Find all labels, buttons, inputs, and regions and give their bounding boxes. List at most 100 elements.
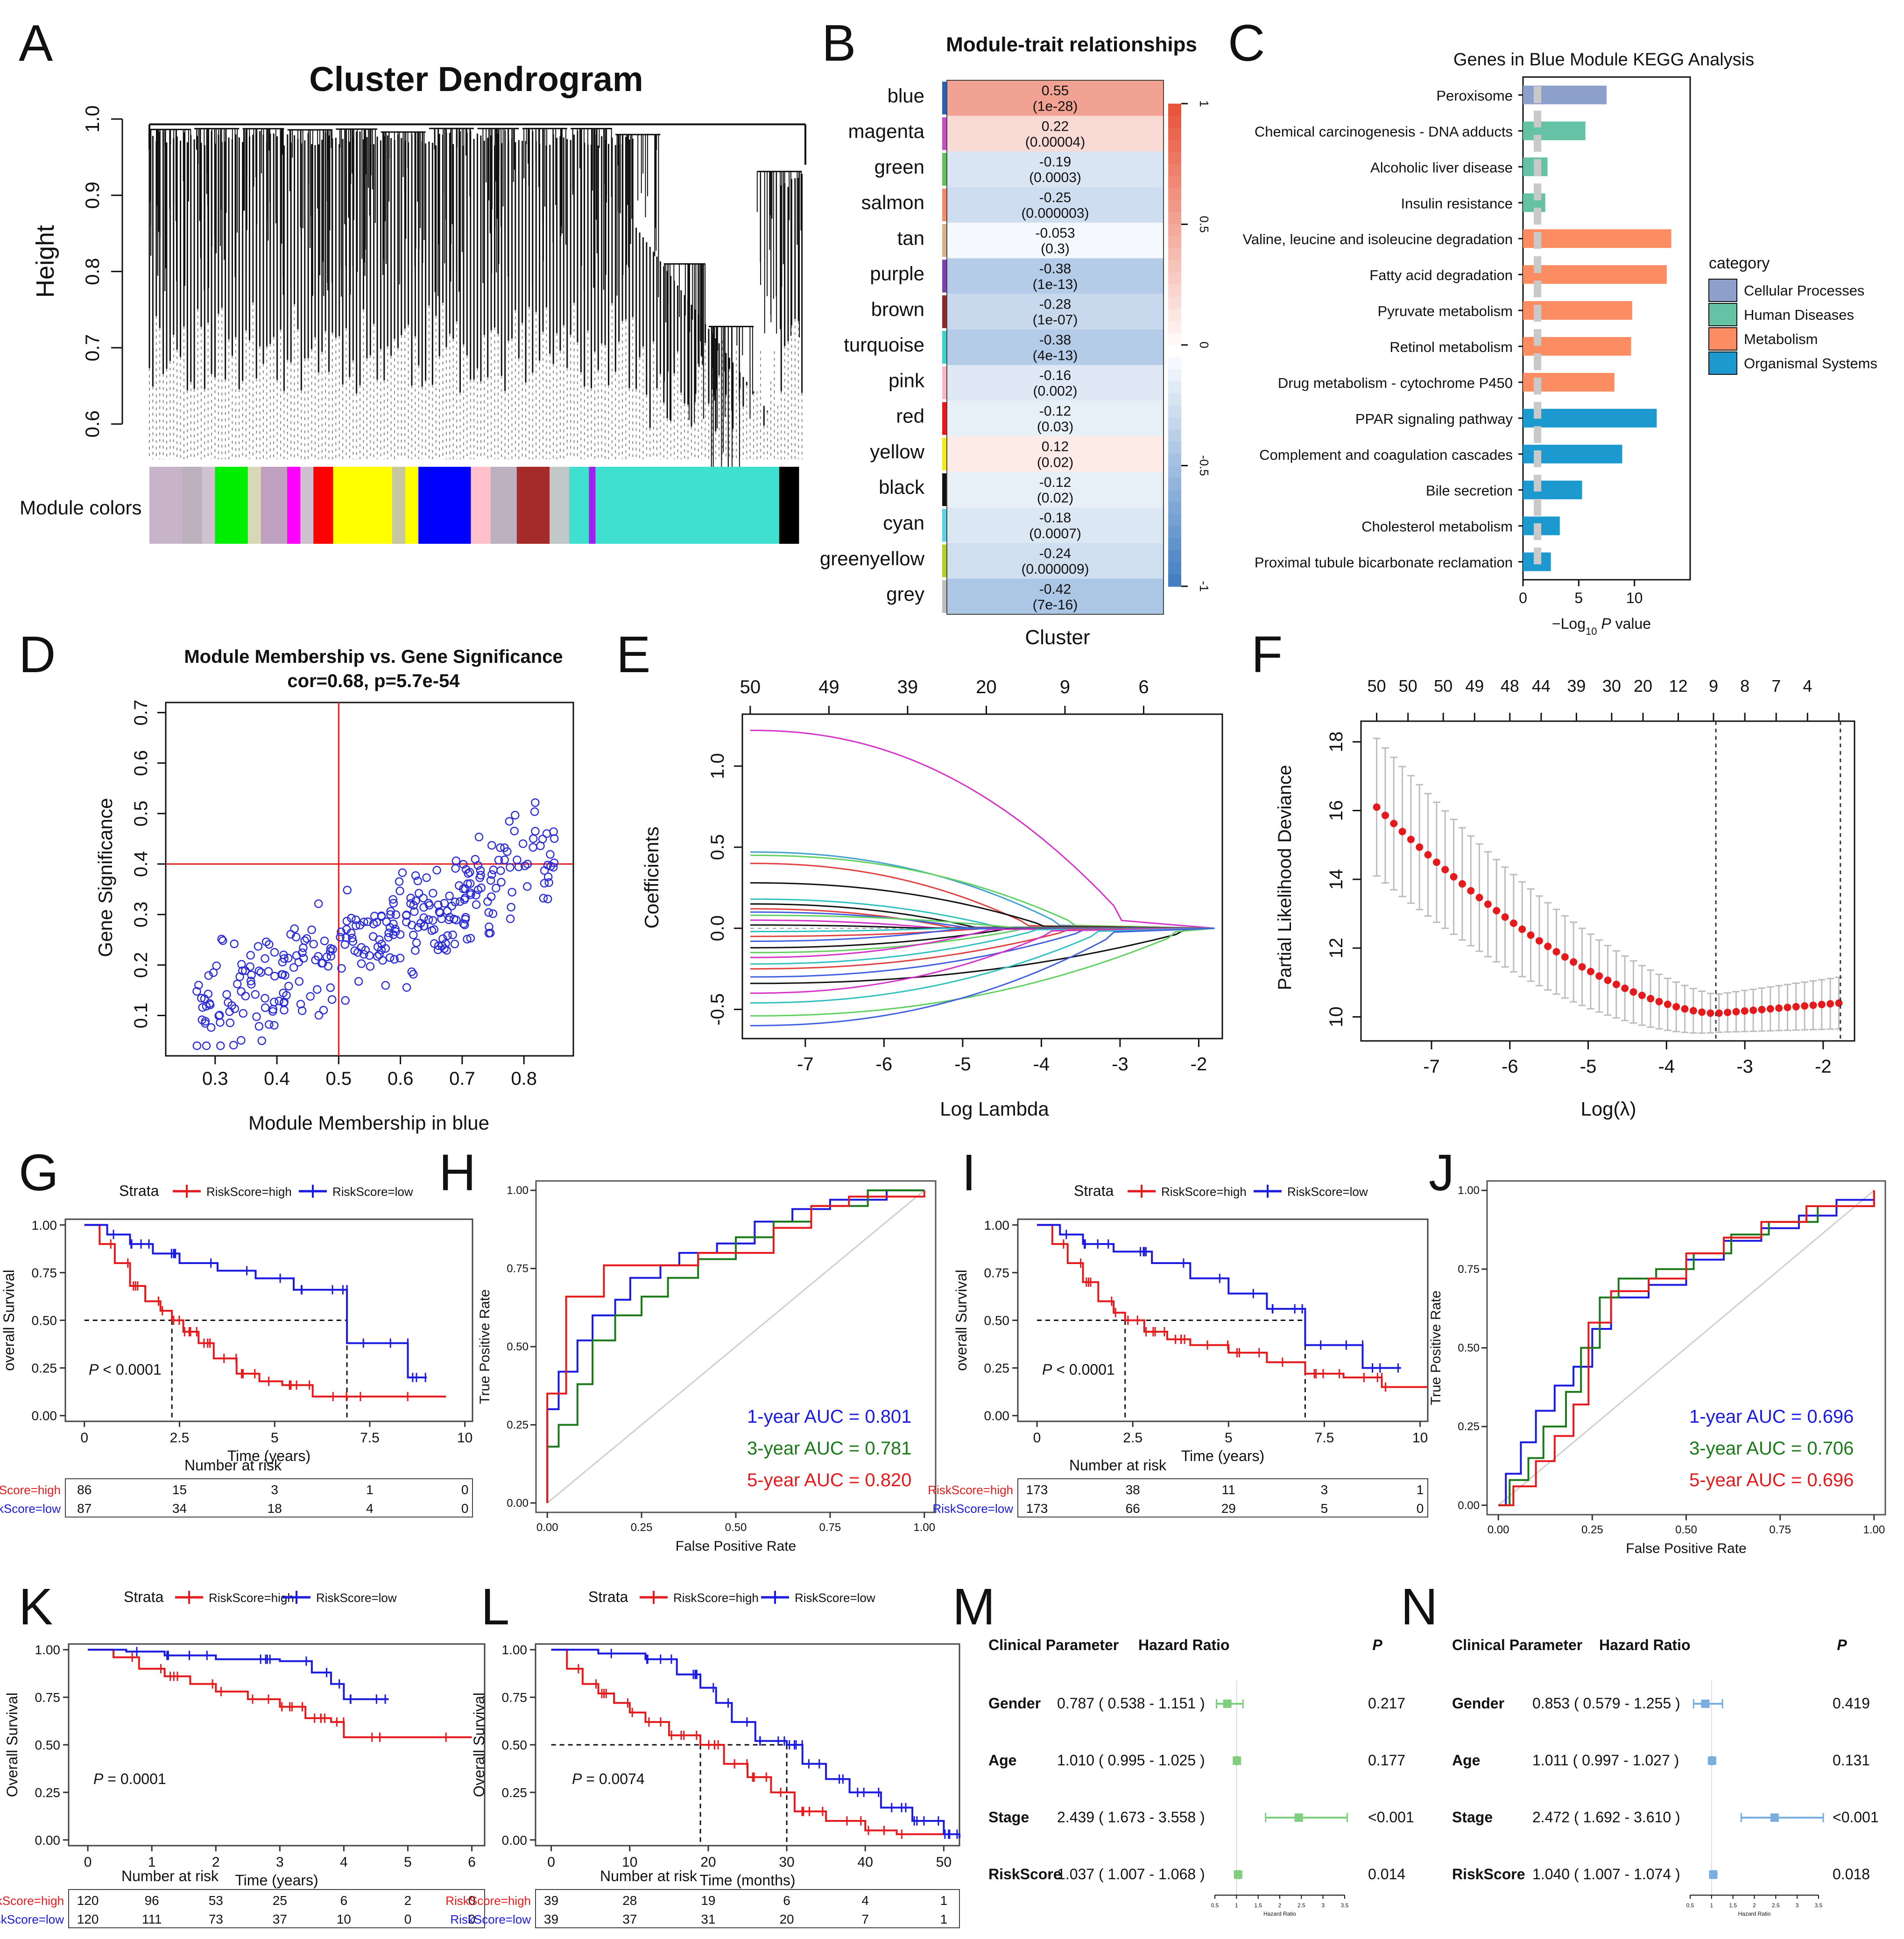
scatter-point (254, 942, 263, 951)
kegg-bar (1523, 265, 1667, 284)
x-tick-label: -6 (1502, 1056, 1518, 1077)
risk-table-value: 0 (468, 1893, 476, 1908)
correlation-value: -0.12 (1039, 475, 1071, 490)
scatter-point (445, 892, 454, 900)
correlation-value: -0.19 (1039, 155, 1071, 170)
cv-point (1407, 836, 1415, 843)
roc-ylabel: True Positive Rate (1428, 1291, 1444, 1405)
scatter-point (355, 920, 365, 930)
risk-table-value: 4 (366, 1501, 374, 1516)
scatter-point (507, 903, 515, 912)
colorbar-step (1168, 333, 1181, 345)
p-value: (0.0003) (1029, 170, 1081, 185)
panel-e-lasso-coefficients: -7 -6 -5 -4 -3 -2 -0.5 0.0 0.5 1.0 50 49 39 20 9 6 Log L… (641, 677, 1223, 1120)
colorbar-step (1168, 321, 1181, 334)
forest-p-value: 0.217 (1368, 1695, 1405, 1712)
scatter-point (340, 940, 350, 949)
panel-g-km-curve: Strata RiskScore=high RiskScore=low 0 2.5 5 7.… (0, 1182, 473, 1517)
colorbar-step (1168, 441, 1181, 454)
colorbar-step (1168, 429, 1181, 442)
km-ylabel: overall Survival (953, 1270, 970, 1371)
module-name: salmon (861, 191, 924, 213)
x-tick-label: -6 (876, 1054, 893, 1075)
heatmap-cell (947, 80, 1164, 116)
panel-m-forest-plot: Clinical Parameter Hazard Ratio P Gender 0.7… (988, 1637, 1414, 1917)
scatter-point (476, 866, 485, 875)
cv-point (1458, 880, 1466, 888)
cv-point (1441, 865, 1449, 873)
auc-value: 0.696 (1807, 1470, 1854, 1490)
top-tick-label: 44 (1532, 676, 1551, 696)
scatter-point (241, 991, 250, 1001)
heatmap-cell (947, 543, 1164, 579)
forest-hr-text: 2.439 ( 1.673 - 3.558 ) (1057, 1809, 1205, 1826)
scatter-point (395, 877, 404, 886)
risk-table-value: 20 (779, 1912, 794, 1926)
risk-table-value: 111 (142, 1912, 162, 1926)
legend-title: Strata (119, 1182, 159, 1199)
module-name: purple (870, 263, 924, 285)
y-tick-label: 0.00 (1458, 1499, 1480, 1512)
module-color-swatch (942, 330, 947, 364)
heatmap-cell (947, 400, 1164, 436)
scatter-point (324, 962, 333, 971)
scatter-point (549, 827, 558, 836)
auc-label: 5-year AUC = 0.820 (747, 1470, 911, 1490)
scatter-point (348, 937, 358, 946)
top-tick-label: 50 (1368, 676, 1386, 696)
cv-point (1655, 998, 1663, 1005)
scatter-point (299, 954, 308, 963)
scatter-point (385, 953, 395, 962)
cv-point (1527, 931, 1535, 939)
hr-marker (1709, 1870, 1718, 1879)
module-name: black (879, 476, 925, 498)
risk-table-value: 37 (622, 1912, 637, 1926)
y-tick-label: 0.0 (707, 915, 728, 941)
risk-table-row-label: RiskScore=low (0, 1912, 64, 1926)
cv-xlabel: Log(λ) (1580, 1098, 1636, 1120)
module-color-swatch (942, 509, 947, 542)
legend-label: Organismal Systems (1744, 355, 1877, 372)
scatter-point (412, 938, 421, 948)
y-tick-label: 0.25 (507, 1419, 529, 1431)
forest-hr-text: 2.472 ( 1.692 - 3.610 ) (1532, 1809, 1680, 1826)
x-tick-label: 0.00 (536, 1521, 558, 1534)
kegg-term-label: Chemical carcinogenesis - DNA adducts (1255, 123, 1513, 140)
scatter-point (254, 966, 263, 976)
risk-table-value: 34 (172, 1501, 187, 1516)
scatter-point (459, 860, 468, 869)
module-name: greenyellow (820, 548, 925, 569)
y-tick-label: 0.6 (131, 750, 151, 776)
y-tick-label: 0.4 (131, 851, 151, 877)
top-tick-label: 7 (1771, 676, 1781, 696)
x-tick-label: 3.5 (1815, 1902, 1823, 1909)
scatter-point (347, 913, 356, 923)
cv-point (1484, 900, 1492, 908)
p-value-text: < 0.0001 (1052, 1361, 1114, 1378)
risk-table-value: 6 (783, 1893, 790, 1908)
legend-label: RiskScore=low (316, 1591, 397, 1605)
panel-b-module-trait-heatmap: Module-trait relationships blue 0.55(1e-28… (820, 33, 1211, 649)
x-tick-label: 3.5 (1341, 1902, 1349, 1909)
scatter-point (327, 995, 337, 1004)
cv-point (1758, 1005, 1766, 1013)
cv-point (1749, 1006, 1757, 1014)
risk-table-title: Number at risk (1069, 1457, 1167, 1474)
scatter-point (381, 981, 390, 990)
module-color-band (516, 467, 550, 544)
scatter-point (314, 952, 323, 961)
scatter-point (197, 994, 206, 1003)
correlation-value: -0.28 (1039, 297, 1071, 312)
scatter-point (215, 1011, 224, 1019)
scatter-point (422, 873, 431, 882)
heatmap-title: Module-trait relationships (946, 33, 1197, 56)
scatter-point (257, 1036, 266, 1045)
scatter-point (326, 944, 335, 953)
scatter-point (264, 967, 273, 976)
legend-label: RiskScore=high (209, 1591, 294, 1605)
module-name: cyan (883, 512, 924, 534)
forest-hr-text: 1.011 ( 0.997 - 1.027 ) (1532, 1752, 1679, 1769)
scatter-point (487, 892, 496, 901)
x-tick-label: 2.5 (1123, 1430, 1142, 1446)
scatter-title: Module Membership vs. Gene Significance (184, 646, 563, 667)
